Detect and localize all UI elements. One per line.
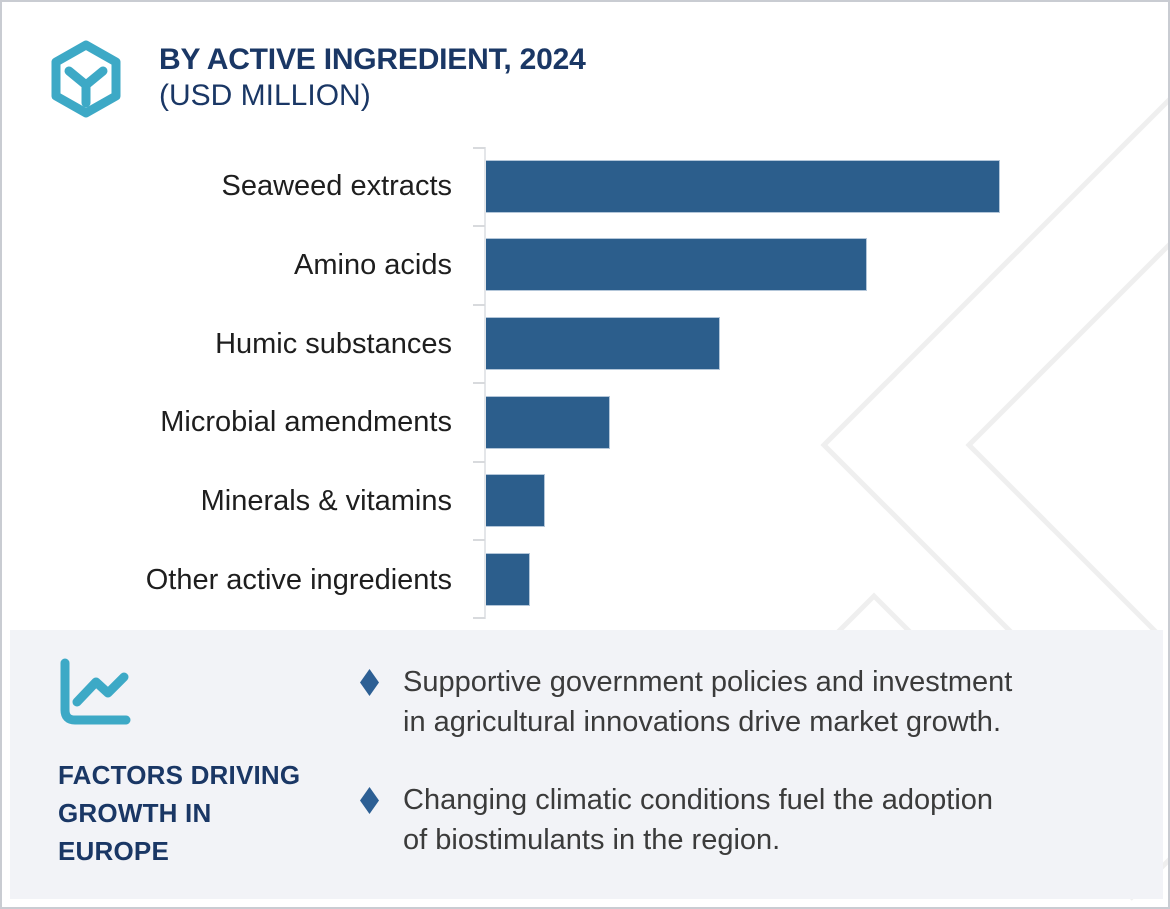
bar — [485, 395, 610, 449]
category-axis-line — [484, 147, 486, 619]
axis-tick — [473, 147, 485, 149]
bar-chart: Seaweed extracts Amino acids Humic subst… — [2, 147, 1168, 619]
category-label: Other active ingredients — [145, 563, 452, 596]
bullet-text: Changing climatic conditions fuel the ad… — [403, 784, 994, 856]
bar — [485, 474, 545, 528]
bullet-text: Supportive government policies and inves… — [403, 666, 1013, 738]
chart-row: Amino acids — [2, 226, 1168, 305]
axis-tick — [473, 225, 485, 227]
chart-row: Seaweed extracts — [2, 147, 1168, 226]
axis-tick — [473, 304, 485, 306]
chart-row: Other active ingredients — [2, 540, 1168, 619]
bar — [485, 317, 720, 371]
axis-tick — [473, 617, 485, 619]
axis-tick — [473, 382, 485, 384]
bullet-item: Supportive government policies and inves… — [360, 662, 1150, 742]
chart-row: Microbial amendments — [2, 383, 1168, 462]
chart-subtitle: (USD MILLION) — [159, 79, 371, 112]
bar — [485, 553, 530, 607]
category-label: Seaweed extracts — [221, 170, 452, 203]
chart-title: BY ACTIVE INGREDIENT, 2024 — [159, 43, 586, 76]
diamond-bullet-icon — [360, 669, 379, 696]
factors-panel: FACTORS DRIVING GROWTH IN EUROPE Support… — [10, 630, 1163, 899]
category-label: Minerals & vitamins — [200, 484, 452, 517]
bar — [485, 238, 867, 292]
hexagon-brand-logo-icon — [51, 40, 121, 118]
line-chart-icon — [60, 658, 131, 725]
axis-tick — [473, 461, 485, 463]
category-label: Microbial amendments — [160, 406, 452, 439]
bullet-item: Changing climatic conditions fuel the ad… — [360, 780, 1150, 860]
category-label: Humic substances — [215, 327, 452, 360]
factors-bullet-list: Supportive government policies and inves… — [360, 662, 1150, 860]
category-label: Amino acids — [294, 248, 452, 281]
axis-tick — [473, 539, 485, 541]
chart-row: Minerals & vitamins — [2, 462, 1168, 541]
chart-row: Humic substances — [2, 304, 1168, 383]
diamond-bullet-icon — [360, 787, 379, 814]
bar — [485, 159, 1000, 213]
chart-header: BY ACTIVE INGREDIENT, 2024 (USD MILLION) — [159, 42, 586, 114]
factors-heading: FACTORS DRIVING GROWTH IN EUROPE — [58, 760, 301, 866]
